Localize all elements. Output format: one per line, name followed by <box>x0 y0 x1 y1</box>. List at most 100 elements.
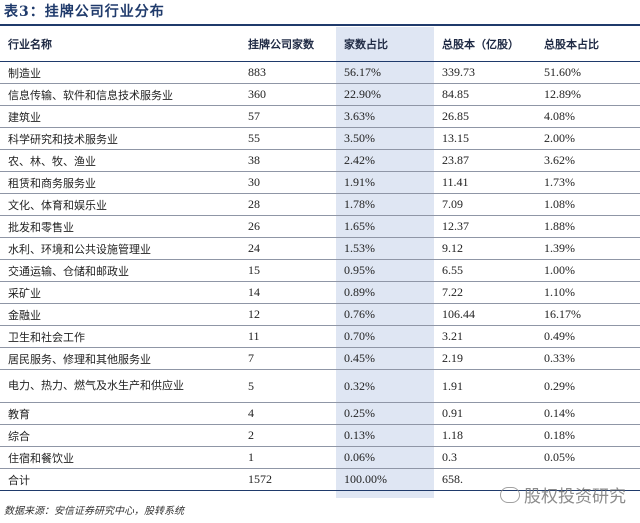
shares-share: 1.00% <box>536 259 640 282</box>
total-row: 合计 1572 100.00% 658. <box>0 468 640 491</box>
header-count-share: 家数占比 <box>336 27 434 62</box>
count-share: 56.17% <box>336 61 434 84</box>
header-shares-share: 总股本占比 <box>536 27 640 62</box>
total-company-count: 1572 <box>240 468 336 491</box>
company-count: 57 <box>240 105 336 128</box>
header-total-shares: 总股本（亿股） <box>434 27 536 62</box>
company-count: 30 <box>240 171 336 194</box>
shares-share: 0.14% <box>536 402 640 425</box>
total-shares: 339.73 <box>434 61 536 84</box>
table-row: 文化、体育和娱乐业 28 1.78% 7.09 1.08% <box>0 193 640 216</box>
company-count: 55 <box>240 127 336 150</box>
industry-name: 综合 <box>0 424 240 447</box>
company-count: 24 <box>240 237 336 260</box>
shares-share: 1.08% <box>536 193 640 216</box>
company-count: 12 <box>240 303 336 326</box>
total-shares: 84.85 <box>434 83 536 106</box>
table-row: 建筑业 57 3.63% 26.85 4.08% <box>0 105 640 128</box>
total-shares: 658. <box>434 468 536 491</box>
table-row: 教育 4 0.25% 0.91 0.14% <box>0 402 640 425</box>
table-row: 制造业 883 56.17% 339.73 51.60% <box>0 61 640 84</box>
company-count: 14 <box>240 281 336 304</box>
industry-name: 科学研究和技术服务业 <box>0 127 240 150</box>
watermark: 股权投资研究 <box>500 482 626 507</box>
count-share: 2.42% <box>336 149 434 172</box>
table-row: 交通运输、仓储和邮政业 15 0.95% 6.55 1.00% <box>0 259 640 282</box>
wechat-icon <box>500 486 520 503</box>
total-shares: 1.18 <box>434 424 536 447</box>
table-row: 金融业 12 0.76% 106.44 16.17% <box>0 303 640 326</box>
header-row: 行业名称 挂牌公司家数 家数占比 总股本（亿股） 总股本占比 <box>0 27 640 62</box>
table-row: 批发和零售业 26 1.65% 12.37 1.88% <box>0 215 640 238</box>
table-row: 水利、环境和公共设施管理业 24 1.53% 9.12 1.39% <box>0 237 640 260</box>
count-share: 0.70% <box>336 325 434 348</box>
watermark-text: 股权投资研究 <box>524 487 626 507</box>
table-row: 信息传输、软件和信息技术服务业 360 22.90% 84.85 12.89% <box>0 83 640 106</box>
count-share: 3.63% <box>336 105 434 128</box>
industry-name: 交通运输、仓储和邮政业 <box>0 259 240 282</box>
table-row: 租赁和商务服务业 30 1.91% 11.41 1.73% <box>0 171 640 194</box>
total-shares: 12.37 <box>434 215 536 238</box>
total-shares: 11.41 <box>434 171 536 194</box>
shares-share: 0.29% <box>536 369 640 403</box>
company-count: 1 <box>240 446 336 469</box>
count-share: 0.95% <box>336 259 434 282</box>
count-share: 1.78% <box>336 193 434 216</box>
shares-share: 0.49% <box>536 325 640 348</box>
total-shares-share <box>536 468 640 491</box>
header-industry: 行业名称 <box>0 27 240 62</box>
company-count: 26 <box>240 215 336 238</box>
total-shares: 106.44 <box>434 303 536 326</box>
company-count: 11 <box>240 325 336 348</box>
industry-name: 电力、热力、燃气及水生产和供应业 <box>0 369 240 403</box>
shares-share: 1.73% <box>536 171 640 194</box>
table-row: 电力、热力、燃气及水生产和供应业 5 0.32% 1.91 0.29% <box>0 369 640 403</box>
total-shares: 9.12 <box>434 237 536 260</box>
company-count: 28 <box>240 193 336 216</box>
industry-name: 教育 <box>0 402 240 425</box>
shares-share: 2.00% <box>536 127 640 150</box>
total-label: 合计 <box>0 468 240 491</box>
count-share: 0.13% <box>336 424 434 447</box>
count-share: 0.06% <box>336 446 434 469</box>
shares-share: 0.05% <box>536 446 640 469</box>
industry-name: 采矿业 <box>0 281 240 304</box>
company-count: 38 <box>240 149 336 172</box>
shares-share: 51.60% <box>536 61 640 84</box>
industry-name: 建筑业 <box>0 105 240 128</box>
industry-name: 批发和零售业 <box>0 215 240 238</box>
company-count: 2 <box>240 424 336 447</box>
industry-name: 住宿和餐饮业 <box>0 446 240 469</box>
total-shares: 23.87 <box>434 149 536 172</box>
count-share: 0.76% <box>336 303 434 326</box>
count-share: 3.50% <box>336 127 434 150</box>
company-count: 883 <box>240 61 336 84</box>
count-share: 0.89% <box>336 281 434 304</box>
table-title: 表3：挂牌公司行业分布 <box>4 4 165 20</box>
industry-name: 信息传输、软件和信息技术服务业 <box>0 83 240 106</box>
count-share: 22.90% <box>336 83 434 106</box>
table-row: 住宿和餐饮业 1 0.06% 0.3 0.05% <box>0 446 640 469</box>
shares-share: 4.08% <box>536 105 640 128</box>
industry-name: 农、林、牧、渔业 <box>0 149 240 172</box>
shares-share: 3.62% <box>536 149 640 172</box>
total-shares: 7.22 <box>434 281 536 304</box>
industry-name: 水利、环境和公共设施管理业 <box>0 237 240 260</box>
company-count: 7 <box>240 347 336 370</box>
industry-name: 租赁和商务服务业 <box>0 171 240 194</box>
company-count: 360 <box>240 83 336 106</box>
count-share: 0.25% <box>336 402 434 425</box>
table-row: 综合 2 0.13% 1.18 0.18% <box>0 424 640 447</box>
industry-name: 居民服务、修理和其他服务业 <box>0 347 240 370</box>
company-count: 4 <box>240 402 336 425</box>
shares-share: 1.10% <box>536 281 640 304</box>
count-share: 1.53% <box>336 237 434 260</box>
count-share: 1.65% <box>336 215 434 238</box>
table-row: 科学研究和技术服务业 55 3.50% 13.15 2.00% <box>0 127 640 150</box>
total-shares: 13.15 <box>434 127 536 150</box>
count-share: 1.91% <box>336 171 434 194</box>
shares-share: 12.89% <box>536 83 640 106</box>
count-share: 0.45% <box>336 347 434 370</box>
industry-name: 金融业 <box>0 303 240 326</box>
total-shares: 0.91 <box>434 402 536 425</box>
